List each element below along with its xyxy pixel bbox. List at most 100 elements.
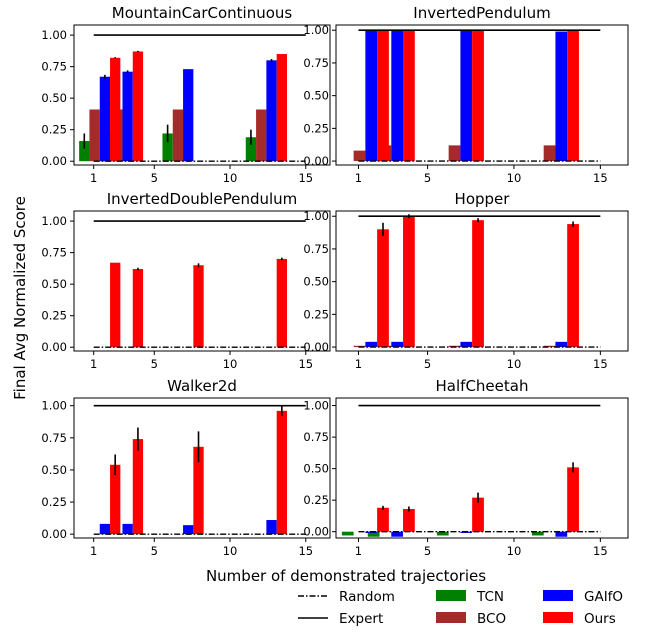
y-tick-label: 1.00 — [303, 399, 329, 413]
y-tick-label: 1.00 — [41, 28, 67, 42]
figure-xlabel: Number of demonstrated trajectories — [206, 567, 486, 585]
bar-tcn-15 — [245, 137, 257, 162]
legend-label-bco: BCO — [477, 611, 506, 627]
axes-frame — [335, 210, 629, 352]
y-tick-label: 0.75 — [41, 431, 67, 445]
bar-gaifo-5 — [391, 341, 404, 348]
y-tick-label: 0.00 — [303, 525, 329, 539]
legend-swatch-gaifo — [543, 590, 573, 601]
bar-gaifo-1 — [99, 76, 111, 162]
axes-frame — [335, 397, 629, 539]
bar-bco-1 — [353, 150, 366, 162]
x-tick-label: 15 — [593, 357, 608, 371]
y-tick-label: 0.75 — [41, 60, 67, 74]
bar-tcn-10 — [162, 133, 173, 162]
y-tick-label: 1.00 — [303, 209, 329, 223]
bar-ours-15 — [567, 30, 579, 162]
legend-swatch-ours — [543, 612, 573, 623]
y-tick-label: 0.75 — [41, 246, 67, 260]
y-tick-label: 0.25 — [41, 123, 67, 137]
x-tick-label: 5 — [424, 357, 431, 371]
bar-gaifo-5 — [122, 71, 133, 162]
x-tick-label: 1 — [90, 357, 97, 371]
bar-tcn-5 — [367, 531, 380, 537]
y-tick-label: 0.50 — [303, 89, 329, 103]
bar-ours-15 — [567, 224, 579, 348]
y-tick-label: 0.50 — [303, 275, 329, 289]
bar-tcn-1 — [79, 141, 90, 162]
x-tick-label: 10 — [223, 171, 238, 185]
x-tick-label: 1 — [90, 171, 97, 185]
x-tick-label: 15 — [298, 357, 313, 371]
bar-gaifo-10 — [183, 525, 194, 535]
legend-item-expert: Expert — [298, 611, 383, 627]
y-tick-label: 0.50 — [41, 463, 67, 477]
y-tick-label: 1.00 — [41, 214, 67, 228]
x-tick-label: 5 — [151, 357, 158, 371]
chart-panel-1: MountainCarContinuous 0.00 0.25 0.50 0.75 1.0… — [41, 4, 331, 185]
bar-gaifo-15 — [555, 531, 568, 537]
bar-ours-1 — [110, 464, 121, 535]
figure-ylabel: Final Avg Normalized Score — [11, 196, 29, 400]
bar-ours-1 — [110, 57, 121, 162]
bar-bco-1 — [89, 109, 100, 162]
axes-frame — [73, 397, 331, 539]
x-tick-label: 15 — [593, 171, 608, 185]
bar-ours-1 — [377, 30, 389, 162]
bar-ours-5 — [403, 508, 415, 532]
y-tick-label: 0.00 — [41, 154, 67, 168]
y-tick-label: 0.00 — [41, 340, 67, 354]
y-tick-label: 0.00 — [303, 154, 329, 168]
bar-bco-10 — [448, 145, 461, 162]
bar-gaifo-1 — [365, 341, 378, 348]
y-tick-label: 0.50 — [41, 91, 67, 105]
x-tick-label: 15 — [298, 171, 313, 185]
y-tick-label: 0.25 — [41, 495, 67, 509]
bar-ours-15 — [276, 410, 287, 535]
panel-title: InvertedPendulum — [413, 4, 550, 22]
x-tick-label: 1 — [355, 544, 362, 558]
legend-item-gaifo: GAIfO — [543, 589, 623, 605]
bar-gaifo-15 — [266, 60, 277, 162]
x-tick-label: 15 — [298, 544, 313, 558]
y-tick-label: 0.25 — [303, 121, 329, 135]
axes-frame — [73, 210, 331, 352]
legend-label-gaifo: GAIfO — [584, 589, 623, 605]
x-tick-label: 10 — [507, 357, 522, 371]
bar-ours-10 — [193, 446, 204, 535]
y-tick-label: 0.25 — [303, 493, 329, 507]
y-tick-label: 0.25 — [303, 307, 329, 321]
x-tick-label: 10 — [223, 357, 238, 371]
y-tick-label: 0.50 — [303, 462, 329, 476]
bar-ours-15 — [276, 258, 287, 348]
bar-gaifo-5 — [391, 531, 404, 537]
y-tick-label: 0.50 — [41, 277, 67, 291]
bar-tcn-1 — [341, 531, 354, 536]
bar-tcn-15 — [531, 531, 544, 536]
bar-ours-1 — [110, 262, 121, 348]
y-tick-label: 0.00 — [303, 340, 329, 354]
x-tick-label: 5 — [151, 171, 158, 185]
bar-tcn-10 — [436, 531, 449, 536]
legend-item-bco: BCO — [436, 611, 506, 627]
legend-label-random: Random — [339, 589, 395, 605]
bar-ours-15 — [276, 54, 287, 162]
bar-bco-15 — [543, 345, 556, 348]
chart-panel-3: InvertedDoublePendulum 0.00 0.25 0.50 0.75 1.… — [41, 190, 331, 371]
legend-swatch-bco — [436, 612, 466, 623]
bar-gaifo-1 — [365, 30, 378, 162]
panel-title: Hopper — [455, 190, 511, 208]
bar-ours-5 — [132, 269, 144, 348]
x-tick-label: 5 — [424, 171, 431, 185]
bar-ours-5 — [132, 439, 144, 535]
y-tick-label: 0.75 — [303, 242, 329, 256]
bar-ours-10 — [472, 30, 484, 162]
y-tick-label: 1.00 — [303, 23, 329, 37]
bar-gaifo-10 — [460, 30, 473, 162]
chart-panels: MountainCarContinuous 0.00 0.25 0.50 0.75 1.0… — [41, 4, 629, 558]
bar-bco-10 — [172, 109, 184, 162]
axes-frame — [335, 24, 629, 166]
